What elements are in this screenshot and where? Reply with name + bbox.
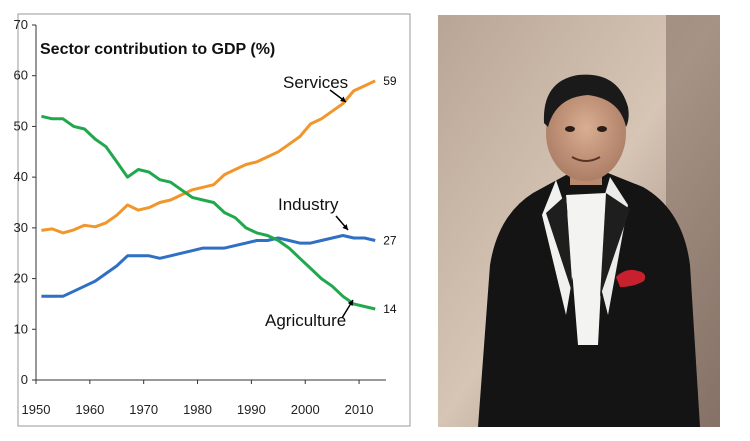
chart-panel: 0 10 20 30 40 50 60 70 1950 1960 1970 1980 1990 2000 2… <box>14 13 411 427</box>
face <box>546 85 626 181</box>
lapel-left <box>546 195 573 295</box>
chart-frame <box>17 13 411 427</box>
end-value-label-services: 59 <box>383 74 397 88</box>
y-tick-label: 30 <box>14 220 28 235</box>
gdp-line-chart: 0 10 20 30 40 50 60 70 1950 1960 1970 1980 1990 2000 2… <box>14 13 411 427</box>
series-pointer-arrowhead-agriculture <box>347 300 353 306</box>
portrait-illustration <box>438 15 720 427</box>
x-tick-label: 2010 <box>345 402 374 417</box>
end-value-label-agriculture: 14 <box>383 302 397 316</box>
pocket-square <box>616 269 646 287</box>
x-tick-label: 1980 <box>183 402 212 417</box>
y-tick-label: 40 <box>14 169 28 184</box>
left-eye <box>565 126 575 132</box>
chart-axes: 0 10 20 30 40 50 60 70 1950 1960 1970 1980 1990 2000 2… <box>14 17 386 417</box>
x-tick-label: 2000 <box>291 402 320 417</box>
portrait-photo <box>438 15 720 427</box>
y-tick-label: 20 <box>14 271 28 286</box>
x-tick-label: 1950 <box>22 402 51 417</box>
x-tick-label: 1960 <box>75 402 104 417</box>
shirt-front <box>566 193 606 345</box>
y-tick-label: 0 <box>21 372 28 387</box>
end-value-label-industry: 27 <box>383 234 397 248</box>
smile <box>571 156 601 162</box>
lapel-right <box>600 193 630 297</box>
series-name-industry: Industry <box>278 195 339 214</box>
hair <box>543 74 629 127</box>
labels-layer: 59 Services 27 Industry 14 Agriculture <box>265 73 397 330</box>
series-line-services <box>41 79 376 235</box>
x-tick-label: 1970 <box>129 402 158 417</box>
x-tick-label: 1990 <box>237 402 266 417</box>
right-eye <box>597 126 607 132</box>
chart-title: Sector contribution to GDP (%) <box>40 41 275 58</box>
series-layer <box>41 79 376 311</box>
y-tick-label: 10 <box>14 321 28 336</box>
series-pointer-arrowhead-industry <box>342 224 348 230</box>
y-tick-label: 60 <box>14 68 28 83</box>
y-tick-label: 70 <box>14 17 28 32</box>
series-line-agriculture <box>41 114 376 311</box>
series-name-services: Services <box>283 73 348 92</box>
series-pointer-arrowhead-services <box>340 96 346 102</box>
series-line-industry <box>41 234 376 298</box>
series-name-agriculture: Agriculture <box>265 311 346 330</box>
y-tick-label: 50 <box>14 118 28 133</box>
